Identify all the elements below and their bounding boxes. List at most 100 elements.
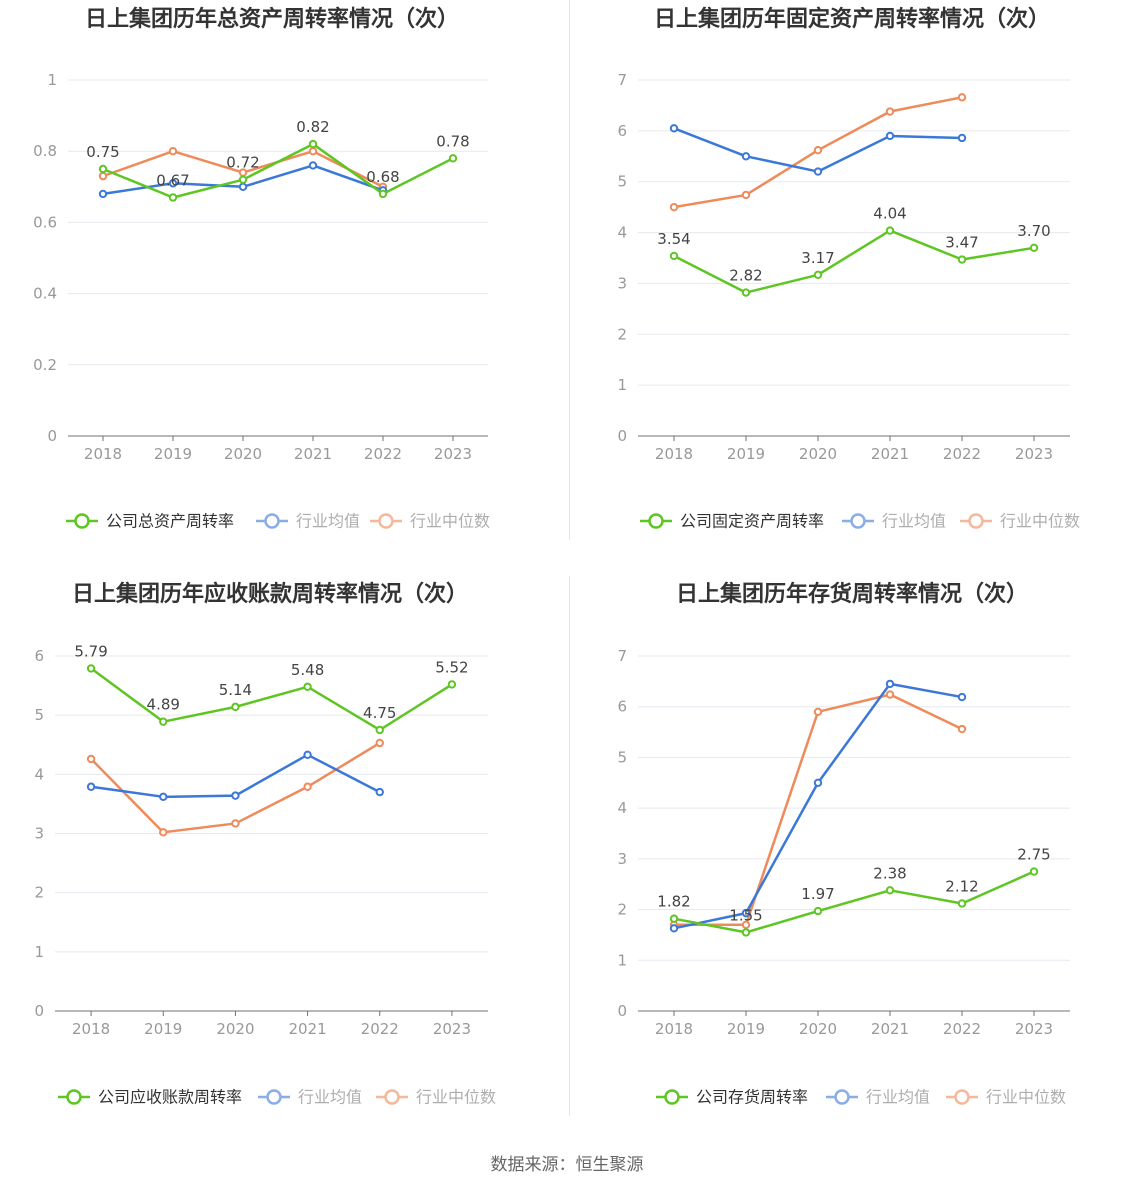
data-label: 3.47 xyxy=(945,234,978,252)
y-tick-label: 4 xyxy=(617,224,627,242)
legend-item-company: 公司存货周转率 xyxy=(656,1088,808,1107)
legend-marker xyxy=(850,513,866,529)
y-tick-label: 3 xyxy=(617,274,627,292)
legend-item-industry_median: 行业中位数 xyxy=(370,512,490,531)
data-point-industry_median xyxy=(741,920,751,929)
data-point-company xyxy=(308,139,318,149)
legend-marker xyxy=(384,1089,400,1105)
data-point-company xyxy=(448,154,458,163)
legend-marker xyxy=(378,513,394,529)
y-tick-label: 6 xyxy=(34,647,44,665)
data-point-company xyxy=(741,928,751,937)
data-point-industry_avg xyxy=(98,189,108,199)
chart-title: 日上集团历年应收账款周转率情况（次） xyxy=(72,581,468,607)
y-tick-label: 0 xyxy=(617,427,627,445)
x-tick-label: 2021 xyxy=(871,445,909,463)
x-tick-label: 2023 xyxy=(1015,445,1053,463)
data-point-industry_avg xyxy=(303,750,312,760)
legend-label: 行业中位数 xyxy=(410,512,490,531)
data-point-industry_avg xyxy=(308,161,318,170)
series-line-company xyxy=(102,142,454,199)
chart-title: 日上集团历年固定资产周转率情况（次） xyxy=(654,6,1050,32)
data-label: 0.67 xyxy=(156,171,189,189)
chart-canvas: 日上集团历年总资产周转率情况（次） 0 0.2 0.4 0.6 0.8 1 2018 2019 2… xyxy=(33,6,490,531)
data-point-industry_avg xyxy=(375,787,384,797)
y-tick-label: 3 xyxy=(617,850,627,868)
legend-label: 行业中位数 xyxy=(416,1088,496,1107)
x-tick-label: 2023 xyxy=(1015,1020,1053,1038)
x-tick-label: 2019 xyxy=(727,1020,765,1038)
data-point-industry_median xyxy=(885,690,895,699)
legend-marker xyxy=(74,513,90,529)
legend-item-company: 公司固定资产周转率 xyxy=(640,512,824,531)
data-point-industry_avg xyxy=(669,124,679,133)
data-point-industry_median xyxy=(308,147,318,156)
x-tick-label: 2020 xyxy=(799,445,837,463)
chart-panel-inventory-turnover: 日上集团历年存货周转率情况（次） 0 1 2 3 4 5 6 7 2018 2019 2020 2021… xyxy=(567,570,1134,1130)
legend-item-company: 公司应收账款周转率 xyxy=(58,1088,242,1107)
data-label: 3.54 xyxy=(657,230,690,248)
data-point-company xyxy=(669,251,679,261)
x-tick-label: 2022 xyxy=(361,1020,399,1038)
data-label: 0.75 xyxy=(86,143,119,161)
panel-divider-top xyxy=(569,0,570,540)
y-tick-label: 5 xyxy=(617,173,627,191)
x-tick-label: 2019 xyxy=(727,445,765,463)
data-point-industry_median xyxy=(98,171,108,181)
legend-item-industry_avg: 行业均值 xyxy=(256,512,360,531)
y-tick-label: 1 xyxy=(617,951,627,969)
legend-marker xyxy=(834,1089,850,1105)
data-label: 1.55 xyxy=(729,906,762,924)
legend-item-industry_avg: 行业均值 xyxy=(258,1088,362,1107)
legend-item-industry_avg: 行业均值 xyxy=(842,512,946,531)
data-point-company xyxy=(957,255,967,264)
data-point-company xyxy=(168,193,178,202)
y-tick-label: 0 xyxy=(34,1002,44,1020)
data-label: 4.75 xyxy=(363,704,396,722)
y-tick-label: 0.4 xyxy=(33,285,57,303)
data-point-company xyxy=(378,189,388,199)
data-label: 0.68 xyxy=(366,168,399,186)
data-point-company xyxy=(303,682,312,691)
data-point-company xyxy=(159,717,168,726)
data-point-industry_median xyxy=(159,828,168,837)
x-tick-label: 2020 xyxy=(216,1020,254,1038)
legend-label: 行业均值 xyxy=(298,1088,362,1107)
data-label: 2.82 xyxy=(729,267,762,285)
chart-panel-fixed-asset-turnover: 日上集团历年固定资产周转率情况（次） 0 1 2 3 4 5 6 7 2018 2019 2020 20… xyxy=(567,0,1134,560)
data-label: 4.04 xyxy=(873,205,906,223)
chart-panel-receivables-turnover: 日上集团历年应收账款周转率情况（次） 0 1 2 3 4 5 6 2018 2019 2020 202… xyxy=(0,570,567,1130)
y-tick-label: 5 xyxy=(34,706,44,724)
y-tick-label: 2 xyxy=(34,884,44,902)
legend-label: 行业均值 xyxy=(882,512,946,531)
y-tick-label: 7 xyxy=(617,647,627,665)
data-point-industry_median xyxy=(957,93,967,102)
data-point-industry_median xyxy=(303,782,312,791)
chart-canvas: 日上集团历年应收账款周转率情况（次） 0 1 2 3 4 5 6 2018 2019 2020 202… xyxy=(34,581,496,1107)
data-label: 0.82 xyxy=(296,118,329,136)
legend-marker xyxy=(266,1089,282,1105)
x-tick-label: 2023 xyxy=(433,1020,471,1038)
data-point-company xyxy=(238,175,248,184)
data-point-company xyxy=(741,288,751,297)
chart-canvas: 日上集团历年存货周转率情况（次） 0 1 2 3 4 5 6 7 2018 2019 2020 2021… xyxy=(617,581,1070,1107)
y-tick-label: 1 xyxy=(617,376,627,394)
data-point-company xyxy=(231,702,240,712)
legend-label: 公司固定资产周转率 xyxy=(680,512,824,531)
series-line-company xyxy=(673,229,1035,294)
x-tick-label: 2018 xyxy=(655,1020,693,1038)
data-label: 5.48 xyxy=(291,661,324,679)
data-point-industry_median xyxy=(86,754,96,764)
data-label: 5.79 xyxy=(74,642,107,660)
chart-canvas: 日上集团历年固定资产周转率情况（次） 0 1 2 3 4 5 6 7 2018 2019 2020 20… xyxy=(617,6,1080,531)
x-tick-label: 2018 xyxy=(84,445,122,463)
chart-receivables-turnover: 日上集团历年应收账款周转率情况（次） 0 1 2 3 4 5 6 2018 2019 2020 202… xyxy=(34,581,496,1107)
chart-panel-total-asset-turnover: 日上集团历年总资产周转率情况（次） 0 0.2 0.4 0.6 0.8 1 2018 2019 2… xyxy=(0,0,567,560)
legend-label: 行业中位数 xyxy=(986,1088,1066,1107)
x-tick-label: 2023 xyxy=(434,445,472,463)
data-point-industry_median xyxy=(375,738,384,748)
series-line-industry_median xyxy=(90,741,381,834)
y-tick-label: 0.6 xyxy=(33,213,57,231)
data-point-industry_avg xyxy=(885,131,895,141)
y-tick-label: 4 xyxy=(617,799,627,817)
